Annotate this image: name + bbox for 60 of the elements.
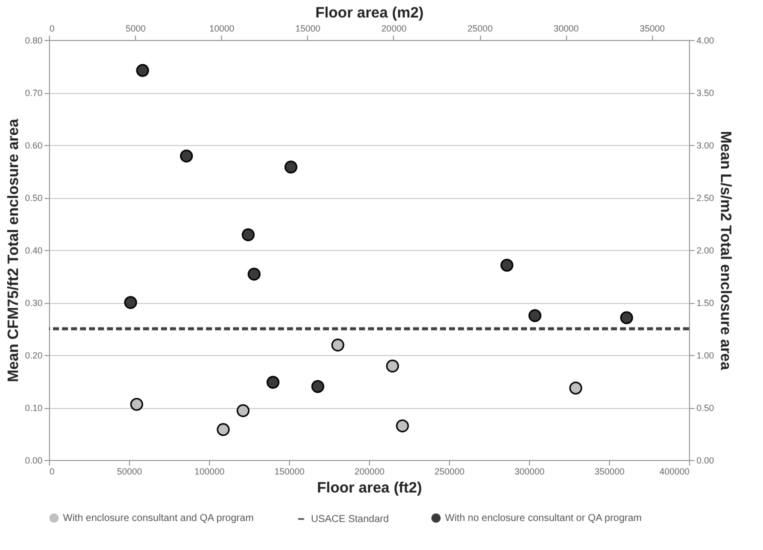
y-tick-label: 0.40 [24,246,42,256]
legend-label: With enclosure consultant and QA program [63,513,254,524]
legend-label: USACE Standard [311,514,389,525]
x-tick-label: 0 [50,466,55,476]
x-tick-label: 200000 [354,466,385,476]
x2-tick-label: 35000 [640,24,665,34]
y-tick-label: 0.10 [24,403,42,413]
y-tick-label: 0.50 [24,193,42,203]
point [248,268,261,281]
x2-tick-label: 15000 [295,24,320,34]
x2-axis-title: Floor area (m2) [315,4,424,22]
y-tick-label: 0.60 [24,140,42,150]
point [386,360,399,372]
x2-tick-label: 5000 [126,24,146,34]
point [130,398,144,411]
y-tick-label: 0.20 [24,350,42,360]
x-tick-label: 300000 [514,466,545,476]
y2-axis-title: Mean L/s/m2 Total enclosure area [717,131,734,371]
y-tick-label: 0.80 [24,36,42,46]
x2-tick-label: 10000 [209,24,234,34]
x-tick-label: 250000 [434,466,465,476]
point [266,376,280,389]
y2-tick-label: 3.50 [696,88,714,98]
x2-tick-label: 20000 [381,24,406,34]
point [216,423,230,436]
x-tick-label: 150000 [274,466,305,476]
y2-tick-label: 0.50 [696,403,714,413]
x-tick-label: 400000 [659,466,690,476]
point [284,160,298,174]
y2-tick-label: 2.00 [696,246,714,256]
point [311,380,324,393]
x2-tick-label: 25000 [468,24,493,34]
point [124,296,138,309]
point [500,258,514,272]
point [396,419,409,432]
point [242,228,255,242]
point [620,311,634,324]
x-tick-label: 50000 [116,466,142,476]
x2-tick-label: 0 [50,24,55,34]
point [331,338,344,352]
x-axis-title: Floor area (ft2) [316,480,422,496]
point [236,404,250,418]
y-tick-label: 0.00 [24,456,42,466]
y2-tick-label: 2.50 [696,193,714,203]
y2-tick-label: 0.00 [696,456,714,466]
x2-tick-label: 30000 [554,24,579,34]
y-axis-title: Mean CFM75/ft2 Total enclosure area [4,118,22,382]
y2-tick-label: 4.00 [696,36,714,46]
point [528,309,542,322]
y-tick-label: 0.30 [24,298,42,308]
point [136,64,150,77]
y-tick-label: 0.70 [24,88,42,98]
y2-tick-label: 1.50 [696,298,714,308]
y2-tick-label: 1.00 [696,350,714,360]
legend-label: With no enclosure consultant or QA program [445,513,642,524]
x-tick-label: 350000 [594,466,625,476]
point [180,150,193,162]
y2-tick-label: 3.00 [696,140,714,150]
point [569,382,582,395]
x-tick-label: 100000 [194,466,225,476]
